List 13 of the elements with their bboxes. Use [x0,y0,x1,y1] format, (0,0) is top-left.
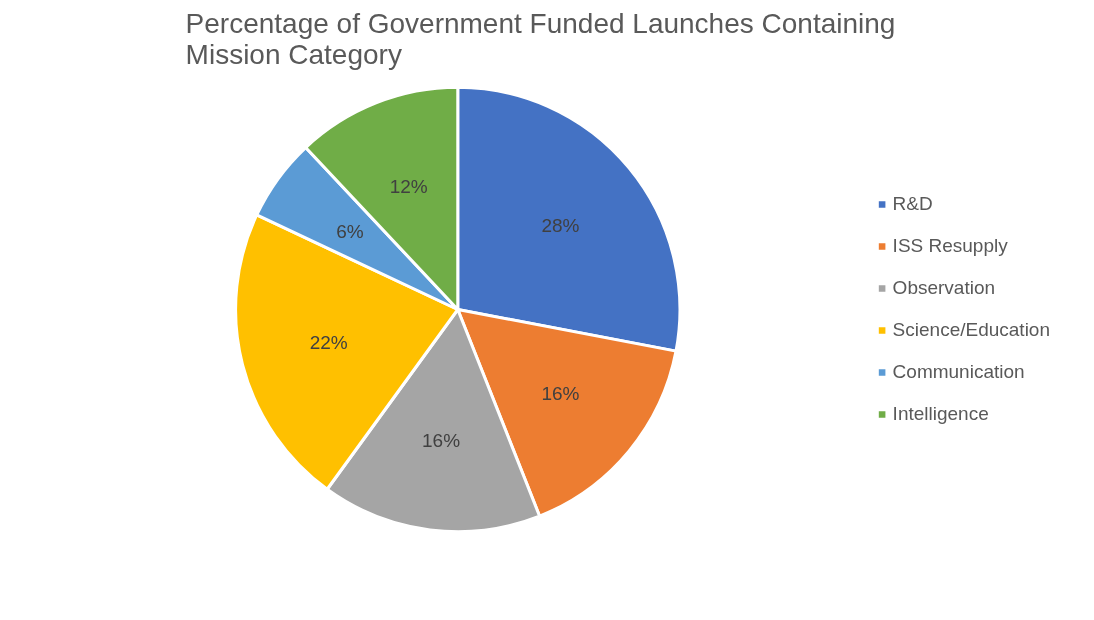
legend-label: R&D [892,193,933,215]
legend-label: Intelligence [892,403,989,425]
data-label: 6% [336,221,364,243]
legend-label: Observation [892,277,996,299]
legend-label: ISS Resupply [892,235,1008,257]
data-label: 16% [422,430,461,452]
chart-title: Percentage of Government Funded Launches Containing Mission Category [185,7,896,70]
data-label: 28% [541,214,580,236]
legend-label: Science/Education [892,319,1050,341]
data-label: 16% [541,383,580,405]
data-label: 22% [309,331,348,353]
legend-label: Communication [892,361,1025,383]
data-label: 12% [389,175,428,197]
